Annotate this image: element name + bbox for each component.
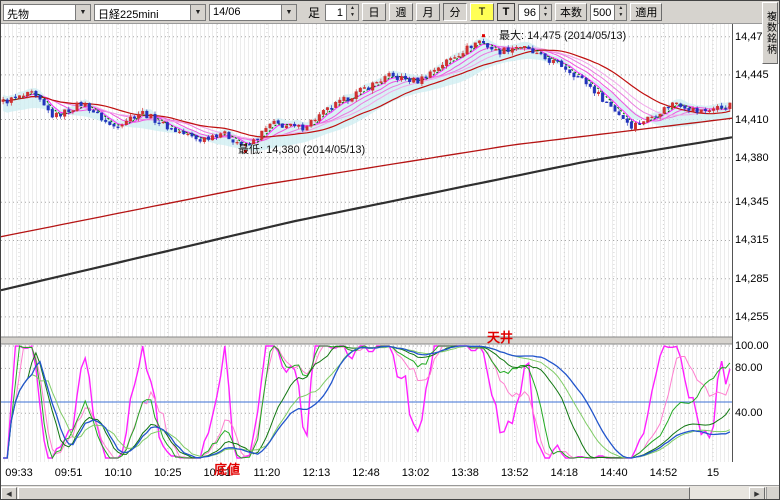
bar-type-label: 足 [308,5,321,20]
spin-up-icon[interactable]: ▲ [350,4,355,11]
time-axis-label: 14:52 [649,467,678,479]
time-axis-label: 09:51 [54,467,83,479]
period-day-button[interactable]: 日 [362,3,387,21]
t-indicator-label: T [497,3,516,21]
price-axis-label: 14,315 [735,234,769,247]
price-axis-label: 14,345 [735,196,769,209]
spinner-arrows-icon[interactable]: ▲ ▼ [539,4,552,20]
bars-spinner[interactable]: 96 ▲ ▼ [518,3,553,21]
time-axis-label: 10:25 [153,467,182,479]
spin-up-icon[interactable]: ▲ [543,4,548,11]
symbol-value: 日経225mini [98,8,159,20]
time-axis-label: 14:18 [550,467,579,479]
price-and-indicator-plot[interactable]: 最大: 14,475 (2014/05/13) 最低: 14,380 (2014… [1,24,733,462]
time-axis-label: 13:38 [451,467,479,479]
period-month-button[interactable]: 月 [416,3,441,21]
time-axis-label: 12:48 [352,467,380,479]
scroll-left-button[interactable]: ◀ [1,487,17,499]
time-axis-label: 13:02 [401,467,430,479]
time-axis-label: 13:52 [500,467,529,479]
bars-count-button[interactable]: 本数 [555,3,588,21]
scrollbar-thumb[interactable] [18,487,690,499]
spinner-arrows-icon[interactable]: ▲ ▼ [614,4,627,20]
bars-value: 96 [523,6,537,19]
scrollbar-corner [766,487,779,499]
spin-down-icon[interactable]: ▼ [350,12,355,19]
price-axis-label: 14,475 [735,30,769,43]
count-value: 500 [593,6,612,19]
period-minute-button[interactable]: 分 [443,3,468,21]
chevron-down-icon[interactable]: ▼ [281,4,296,20]
toolbar: 先物 ▼ 日経225mini ▼ 14/06 ▼ 足 1 ▲ ▼ 日 週 月 分… [1,1,779,24]
horizontal-scrollbar[interactable]: ◀ ▶ [1,485,779,499]
spinner-arrows-icon[interactable]: ▲ ▼ [346,4,359,20]
spin-down-icon[interactable]: ▼ [618,12,624,19]
contract-month-value: 14/06 [213,5,241,18]
contract-month-select[interactable]: 14/06 ▼ [209,3,297,21]
session-high-annotation: 最大: 14,475 (2014/05/13) [499,30,627,42]
time-axis-label: 10:10 [104,467,132,479]
price-axis: 14,475 14,445 14,410 14,380 14,345 14,315 14,2… [734,24,779,462]
time-axis-label: 15 [706,467,720,479]
price-axis-label: 14,410 [735,113,769,126]
price-axis-label: 14,445 [735,68,769,81]
time-axis-label: 14:40 [600,467,628,479]
instrument-type-select[interactable]: 先物 ▼ [3,3,91,21]
time-axis-label: 09:33 [5,467,33,479]
multi-symbol-button[interactable]: 複数銘柄 [762,2,778,64]
bottom-annotation: 底値 [214,462,241,477]
period-week-button[interactable]: 週 [389,3,414,21]
interval-spinner[interactable]: 1 ▲ ▼ [325,3,360,21]
indicator-axis-label: 40.00 [735,407,763,420]
indicator-axis-label: 100.00 [735,340,769,352]
ceiling-annotation: 天井 [487,330,514,345]
spin-up-icon[interactable]: ▲ [618,4,624,11]
scroll-right-button[interactable]: ▶ [749,487,765,499]
arrow-left-icon: ◀ [6,491,12,498]
chevron-down-icon[interactable]: ▼ [75,4,90,20]
time-axis-label: 11:20 [253,467,281,479]
chevron-down-icon[interactable]: ▼ [190,4,205,20]
session-low-annotation: 最低: 14,380 (2014/05/13) [238,144,366,156]
instrument-type-value: 先物 [7,8,29,20]
price-axis-label: 14,255 [735,310,769,323]
arrow-right-icon: ▶ [754,491,760,498]
count-spinner[interactable]: 500 ▲ ▼ [590,3,628,21]
indicator-axis-label: 80.00 [735,362,763,375]
apply-button[interactable]: 適用 [630,3,663,21]
chart-svg [1,24,732,462]
time-axis-label: 10:51 [203,467,232,479]
tick-toggle-button[interactable]: T [470,3,495,21]
spin-down-icon[interactable]: ▼ [543,12,548,19]
time-axis-label: 12:13 [302,467,331,479]
time-axis: 09:33 09:51 10:10 10:25 10:51 11:20 12:13 12:48… [1,463,732,484]
price-axis-label: 14,285 [735,272,769,285]
price-axis-label: 14,380 [735,151,769,164]
interval-value: 1 [336,6,344,19]
symbol-select[interactable]: 日経225mini ▼ [94,3,206,21]
